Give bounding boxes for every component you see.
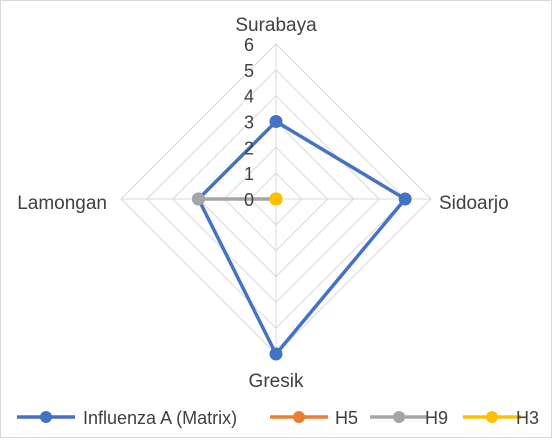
tick-label: 4 (244, 87, 254, 107)
category-label-gresik: Gresik (249, 371, 304, 392)
data-point-gresik (269, 347, 283, 361)
legend-label: H3 (516, 408, 539, 428)
series-line (196, 119, 407, 356)
tick-label: 5 (244, 61, 254, 81)
tick-label: 1 (244, 164, 254, 184)
series-h9 (192, 192, 283, 206)
legend-label: Influenza A (Matrix) (83, 408, 237, 428)
tick-label: 6 (244, 35, 254, 55)
category-label-sidoarjo: Sidoarjo (439, 193, 509, 214)
data-point-lamongan (269, 192, 283, 206)
radar-tick-labels: 0 1 2 3 4 5 6 (244, 35, 254, 210)
legend-item: Influenza A (Matrix) (17, 408, 237, 428)
category-label-surabaya: Surabaya (235, 15, 317, 36)
tick-label: 0 (244, 190, 254, 210)
data-point-lamongan (192, 192, 205, 206)
legend-swatch-marker (40, 411, 52, 423)
series-h3 (269, 192, 283, 206)
category-label-lamongan: Lamongan (17, 193, 107, 214)
legend-item: H9 (370, 408, 448, 428)
legend-item: H5 (270, 408, 358, 428)
tick-label: 3 (244, 113, 254, 133)
tick-label: 2 (244, 138, 254, 158)
legend-label: H9 (425, 408, 448, 428)
legend-label: H5 (335, 408, 358, 428)
data-point-surabaya (269, 115, 283, 128)
legend-item: H3 (463, 408, 539, 428)
legend-swatch-marker (486, 411, 498, 423)
data-point-sidoarjo (398, 192, 412, 206)
legend-swatch-marker (293, 411, 305, 423)
radar-category-labels: Surabaya Sidoarjo Gresik Lamongan (17, 15, 509, 392)
legend: Influenza A (Matrix) H5 H9 H3 (17, 408, 539, 428)
radar-series-layer (192, 115, 412, 361)
legend-swatch-marker (393, 411, 405, 423)
series-influenza-a-matrix (192, 115, 412, 361)
